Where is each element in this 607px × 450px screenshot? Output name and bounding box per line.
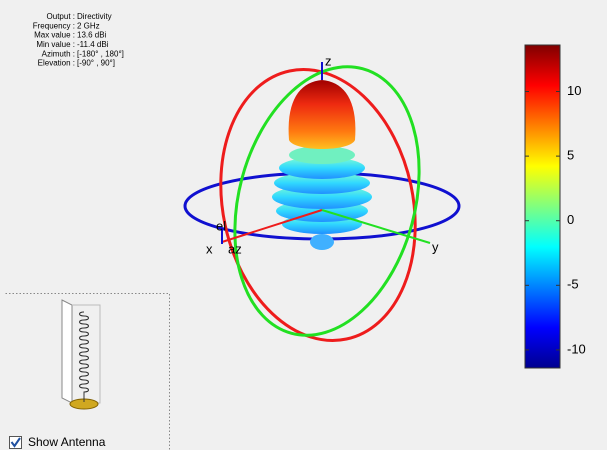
info-label: Min value : <box>36 40 75 49</box>
info-label: Azimuth : <box>42 49 75 58</box>
info-value: -11.4 dBi <box>77 40 109 49</box>
info-label: Elevation : <box>38 59 75 68</box>
info-value: [-90° , 90°] <box>77 59 115 68</box>
colorbar-tick-label: -10 <box>567 341 586 356</box>
info-label: Frequency : <box>33 21 75 30</box>
info-label: Max value : <box>34 31 75 40</box>
info-value: 2 GHz <box>77 21 100 30</box>
z-label: z <box>325 53 332 68</box>
colorbar-tick-label: 5 <box>567 148 574 163</box>
checkbox-label[interactable]: Show Antenna <box>28 435 106 449</box>
colorbar <box>525 45 560 368</box>
info-value: [-180° , 180°] <box>77 49 124 58</box>
x-label: x <box>206 241 213 256</box>
colorbar-tick-label: -5 <box>567 277 579 292</box>
info-value: Directivity <box>77 12 112 21</box>
page: Output :DirectivityFrequency :2 GHzMax v… <box>0 0 607 450</box>
info-value: 13.6 dBi <box>77 31 107 40</box>
antenna-pattern-view: Output :DirectivityFrequency :2 GHzMax v… <box>0 0 607 450</box>
el-label: el <box>216 218 226 233</box>
colorbar-tick-label: 10 <box>567 83 581 98</box>
y-label: y <box>432 239 439 254</box>
colorbar-tick-label: 0 <box>567 212 574 227</box>
az-label: az <box>228 241 242 256</box>
info-label: Output : <box>47 12 75 21</box>
